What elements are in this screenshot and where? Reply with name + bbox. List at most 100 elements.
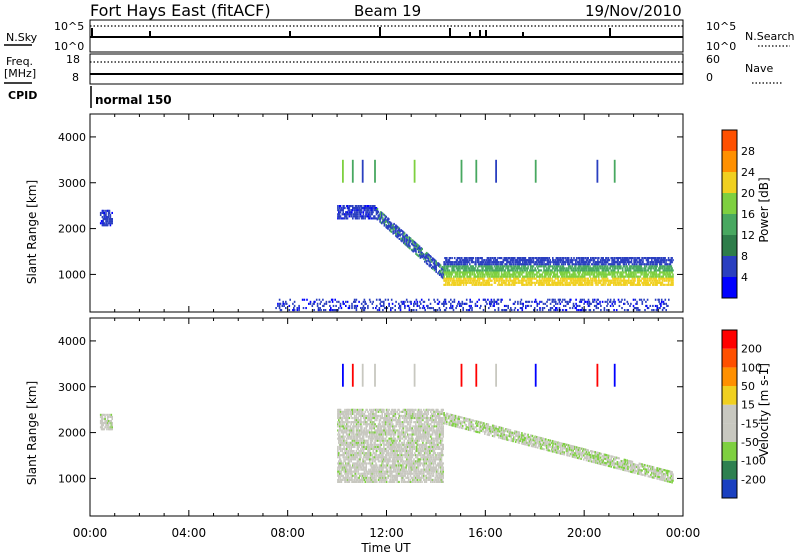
power-cell (651, 265, 654, 268)
power-cell (497, 298, 500, 301)
power-cell (348, 211, 351, 214)
power-cell (608, 263, 611, 266)
vel-cell (360, 417, 362, 420)
power-cell (377, 210, 380, 213)
power-cell (570, 261, 573, 264)
power-cell (550, 283, 552, 286)
vel-cell (378, 454, 381, 457)
vel-cell (374, 412, 376, 415)
power-cell (579, 265, 581, 268)
power-cell (488, 300, 491, 303)
power-cell (353, 298, 356, 301)
power-cell (381, 212, 384, 215)
power-cell (659, 275, 661, 278)
power-cell (318, 309, 321, 312)
power-cell (311, 304, 314, 307)
power-cell (658, 277, 660, 280)
power-cell (451, 271, 453, 274)
power-cell (575, 275, 578, 278)
vel-cell (369, 472, 372, 475)
vel-cell (379, 431, 382, 434)
vel-cell (377, 414, 380, 417)
power-cell (598, 271, 600, 274)
power-cell (417, 255, 420, 258)
vel-cell (362, 429, 365, 432)
power-cell (530, 261, 533, 264)
power-cell (344, 207, 346, 210)
power-cell (432, 307, 434, 310)
power-cell (566, 271, 568, 274)
vel-cell (363, 421, 366, 424)
power-cell (529, 267, 532, 270)
power-cell (671, 267, 673, 270)
vel-cell (382, 466, 384, 469)
power-cell (625, 269, 627, 272)
vel-cell (371, 447, 374, 450)
power-cell (489, 277, 491, 280)
power-cell (605, 257, 608, 260)
power-cell (663, 261, 665, 264)
power-cell (495, 279, 498, 282)
power-cell (605, 261, 607, 264)
power-cell (371, 302, 374, 305)
vel-cell (382, 464, 384, 467)
power-cell (385, 219, 387, 222)
power-cell (352, 213, 355, 216)
power-cell (644, 263, 646, 266)
power-cell (623, 261, 626, 264)
power-cell (531, 273, 534, 276)
vel-cell (377, 460, 380, 463)
power-cell (661, 281, 664, 284)
power-cell (367, 211, 369, 214)
power-cell (459, 275, 461, 278)
vel-cell (345, 433, 348, 436)
power-cell (493, 277, 496, 280)
power-cell (511, 261, 513, 264)
vel-cell (382, 450, 384, 453)
power-cell (527, 279, 529, 282)
vel-cell (379, 417, 382, 420)
power-cell (612, 267, 614, 270)
power-cell (561, 275, 564, 278)
vel-cell (338, 478, 340, 481)
power-cell (448, 283, 451, 286)
vel-cell (358, 476, 360, 479)
power-cell (535, 277, 537, 280)
power-cell (335, 309, 337, 312)
power-cell (413, 304, 415, 307)
power-cell (601, 273, 604, 276)
power-cell (393, 227, 395, 230)
power-cell (414, 302, 417, 305)
power-cell (355, 205, 358, 208)
power-cell (403, 242, 406, 245)
power-cell (668, 277, 671, 280)
power-cell (514, 279, 517, 282)
vel-cell (376, 480, 378, 483)
vel-cell (365, 429, 367, 432)
power-cell (406, 304, 409, 307)
power-cell (613, 257, 616, 260)
power-cell (461, 267, 464, 270)
vel-cell (346, 412, 349, 415)
nave-tick-bottom: 0 (706, 71, 713, 84)
power-cell (583, 259, 585, 262)
vel-cell (340, 470, 343, 473)
power-cell (617, 275, 619, 278)
power-cell (420, 249, 423, 252)
vel-cell (342, 443, 344, 446)
vel-cell (354, 472, 357, 475)
vel-cell (383, 458, 385, 461)
power-cell (629, 265, 632, 268)
vel-cell (346, 470, 349, 473)
vel-cell (354, 466, 357, 469)
vel-cell (343, 417, 345, 420)
power-cell (662, 307, 665, 310)
power-cell (375, 209, 378, 212)
vel-cell (347, 421, 350, 424)
power-cell (547, 267, 550, 270)
power-cell (313, 300, 315, 303)
power-cell (467, 275, 469, 278)
power-cell (658, 300, 660, 303)
power-cell (417, 254, 419, 257)
power-cell (562, 298, 564, 301)
